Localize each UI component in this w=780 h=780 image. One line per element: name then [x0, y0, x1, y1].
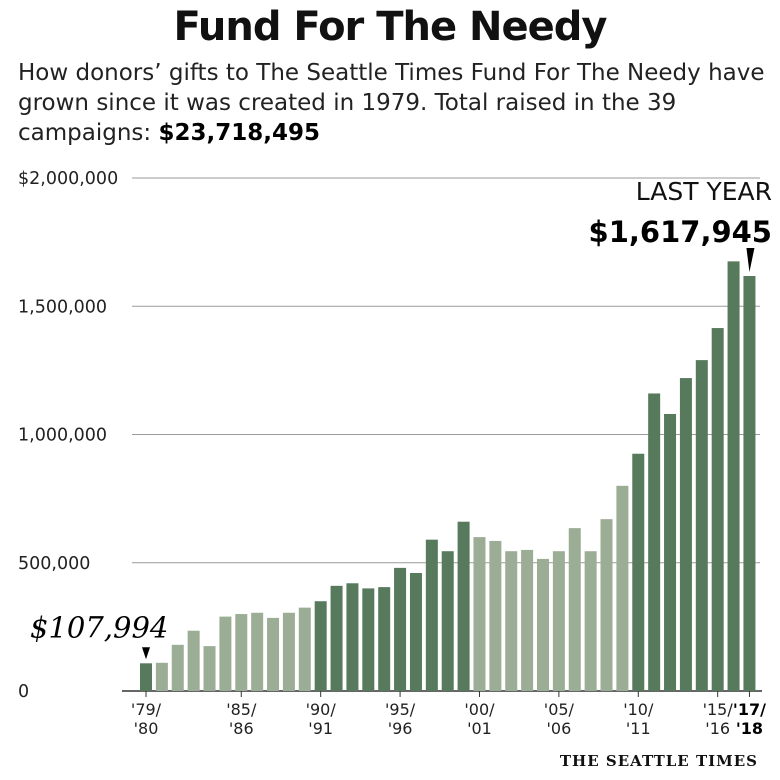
x-axis-labels: '79/'80'85/'86'90/'91'95/'96'00/'01'05/'…	[131, 691, 766, 738]
x-tick-label: '86	[229, 719, 254, 738]
y-tick-label: 0	[18, 682, 29, 702]
last-year-label: LAST YEAR	[636, 177, 772, 206]
x-tick-label: '18	[736, 719, 763, 738]
bar	[267, 617, 280, 691]
x-tick-label: '79/	[131, 700, 162, 719]
chart-subtitle: How donors’ gifts to The Seattle Times F…	[18, 58, 768, 148]
x-tick-label: '06	[546, 719, 571, 738]
bar	[155, 662, 168, 691]
bar	[425, 539, 438, 691]
x-tick-label: '91	[308, 719, 333, 738]
bar	[584, 551, 597, 691]
bar	[235, 614, 248, 691]
x-tick-label: '80	[134, 719, 159, 738]
x-tick-label: '16	[705, 719, 730, 738]
x-tick-label: '17/	[733, 700, 766, 719]
bar	[187, 630, 200, 691]
last-year-value-label: $1,617,945	[589, 215, 772, 249]
bar	[457, 521, 470, 691]
bar	[616, 485, 629, 691]
y-tick-label: 500,000	[18, 554, 90, 574]
bar	[743, 275, 756, 691]
bar	[648, 393, 661, 691]
subtitle-total: $23,718,495	[158, 120, 320, 146]
bar	[298, 607, 311, 691]
x-tick-label: '10/	[623, 700, 654, 719]
bar	[441, 551, 454, 691]
x-tick-label: '11	[626, 719, 651, 738]
x-tick-label: '85/	[226, 700, 257, 719]
x-tick-label: '05/	[544, 700, 575, 719]
bar	[537, 558, 549, 691]
bar	[378, 587, 391, 691]
bar	[140, 663, 152, 691]
bar	[473, 537, 486, 691]
bar	[346, 583, 359, 691]
chart-title: Fund For The Needy	[173, 4, 608, 50]
bar	[695, 360, 708, 691]
bar	[314, 601, 327, 691]
last-year-pointer-arrow	[746, 247, 755, 272]
y-tick-label: 1,500,000	[18, 297, 107, 317]
bar	[600, 519, 613, 691]
bar	[632, 453, 645, 691]
source-credit: THE SEATTLE TIMES	[559, 752, 758, 770]
first-year-value-label: $107,994	[30, 610, 168, 644]
bars	[140, 261, 756, 691]
bar	[679, 378, 692, 691]
bar	[568, 528, 581, 691]
bar	[489, 540, 502, 691]
y-tick-label: $2,000,000	[18, 169, 118, 189]
bar	[251, 612, 264, 691]
bar	[219, 616, 232, 691]
first-year-pointer-arrow	[142, 647, 150, 660]
bar	[505, 551, 518, 691]
gridlines: 0 500,000 1,000,000 1,500,000 $2,000,000	[18, 169, 762, 702]
bar	[282, 612, 295, 691]
bar	[330, 585, 343, 691]
x-tick-label: '15/	[703, 700, 734, 719]
bar	[203, 646, 216, 691]
bar	[552, 551, 565, 691]
bar	[362, 588, 375, 691]
bar	[664, 413, 677, 691]
bar	[171, 644, 184, 691]
bar	[727, 261, 740, 691]
bar	[409, 573, 422, 691]
y-tick-label: 1,000,000	[18, 426, 107, 446]
annotations: $107,994 LAST YEAR $1,617,945	[30, 177, 772, 660]
x-tick-label: '96	[388, 719, 413, 738]
x-tick-label: '00/	[464, 700, 495, 719]
x-tick-label: '90/	[306, 700, 337, 719]
bar	[521, 549, 534, 691]
bar	[394, 567, 407, 691]
x-tick-label: '95/	[385, 700, 416, 719]
x-tick-label: '01	[467, 719, 492, 738]
bar	[711, 328, 724, 691]
subtitle-text: How donors’ gifts to The Seattle Times F…	[18, 60, 765, 146]
